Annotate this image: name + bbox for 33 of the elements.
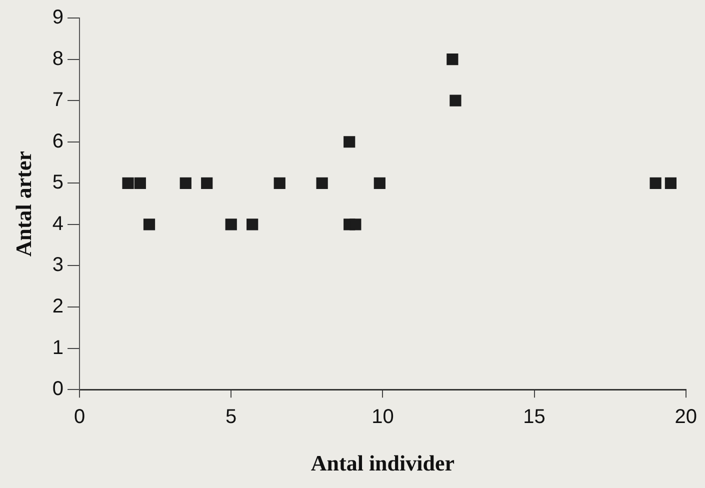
y-tick-label: 3 bbox=[52, 254, 64, 276]
x-tick-label: 15 bbox=[523, 406, 546, 428]
point bbox=[180, 177, 192, 189]
point bbox=[122, 177, 134, 189]
x-tick-label: 0 bbox=[74, 406, 86, 428]
y-tick-label: 2 bbox=[52, 296, 64, 318]
x-tick-label: 20 bbox=[674, 406, 697, 428]
point bbox=[134, 177, 146, 189]
x-tick-label: 10 bbox=[372, 406, 394, 428]
point bbox=[450, 94, 462, 106]
y-axis-title: Antal arter bbox=[10, 150, 36, 257]
y-tick-label: 5 bbox=[52, 172, 64, 194]
y-tick-label: 0 bbox=[52, 378, 64, 400]
y-tick-label: 8 bbox=[52, 48, 64, 70]
y-tick-label: 6 bbox=[52, 130, 64, 152]
x-axis-title: Antal individer bbox=[310, 450, 455, 476]
point bbox=[246, 218, 258, 230]
point bbox=[316, 177, 328, 189]
point bbox=[350, 218, 362, 230]
point bbox=[374, 177, 386, 189]
y-tick-label: 7 bbox=[52, 89, 64, 112]
point bbox=[143, 218, 156, 230]
x-tick-label: 5 bbox=[226, 406, 237, 428]
y-tick-label: 1 bbox=[52, 336, 64, 359]
point bbox=[446, 53, 458, 66]
point bbox=[664, 177, 677, 189]
y-tick-label: 9 bbox=[52, 6, 64, 29]
point bbox=[650, 177, 662, 189]
point bbox=[274, 177, 286, 189]
point bbox=[201, 177, 213, 189]
point bbox=[344, 136, 356, 148]
point bbox=[225, 218, 237, 230]
y-tick-label: 4 bbox=[52, 212, 64, 235]
